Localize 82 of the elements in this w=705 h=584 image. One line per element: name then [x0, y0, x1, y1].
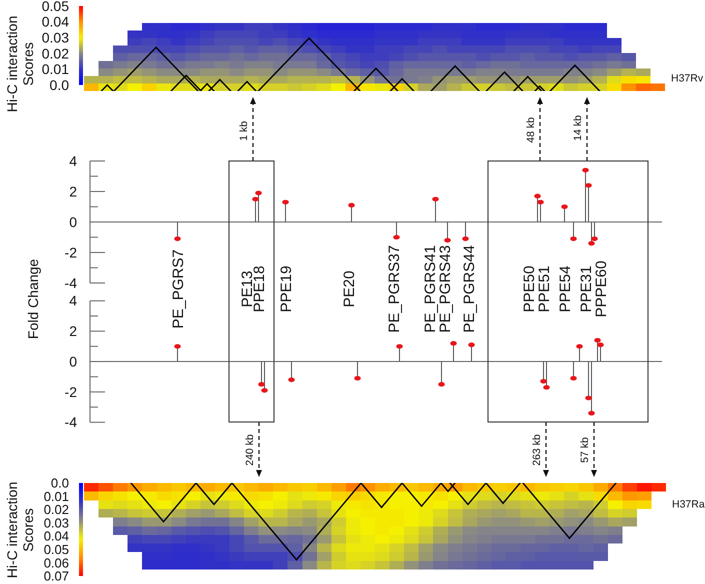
y-tick-label: 2 — [69, 183, 78, 200]
point — [258, 382, 265, 387]
color-bar-label: 0.05 — [44, 542, 69, 557]
point — [588, 241, 595, 246]
y-tick-label: 2 — [69, 323, 78, 340]
point — [540, 378, 547, 384]
y-tick-label: -4 — [64, 414, 78, 430]
point — [252, 196, 259, 202]
point — [570, 376, 577, 381]
point — [585, 396, 592, 400]
point — [393, 234, 400, 240]
point — [174, 344, 181, 349]
text: H37Ra — [672, 498, 705, 511]
color-bar-label: 0.02 — [42, 45, 70, 62]
color-bar-label: 0.0 — [50, 76, 70, 93]
color-bar-label: 0.04 — [42, 14, 70, 30]
y-tick-label: 0 — [69, 214, 78, 230]
x-tick-label: PE_PGRS44 — [460, 245, 478, 333]
point — [543, 385, 550, 390]
point — [348, 202, 355, 208]
color-bar-label: 0.03 — [44, 515, 69, 530]
x-tick-label: PPE51 — [536, 266, 553, 312]
point — [582, 168, 589, 172]
color-bar-label: 0.05 — [42, 0, 70, 14]
color-bar-label: 0.0 — [50, 476, 69, 491]
point — [597, 342, 604, 348]
color-bar-label: 0.07 — [44, 568, 69, 584]
color-bar-label: 0.04 — [44, 528, 69, 544]
point — [354, 376, 361, 381]
point — [570, 236, 577, 242]
point — [432, 196, 439, 202]
color-bar-title: Hi-C interaction Scores — [4, 482, 36, 578]
point — [585, 183, 592, 188]
text: 1 kb — [238, 120, 250, 141]
point — [591, 236, 598, 242]
point — [444, 238, 451, 243]
color-bar-label: 0.03 — [42, 30, 70, 46]
point — [534, 194, 541, 198]
x-tick-label: PE_PGRS37 — [386, 245, 403, 333]
y-tick-label: 4 — [69, 152, 78, 169]
point — [282, 200, 289, 204]
y-axis-title: Fold Change — [25, 258, 41, 340]
x-tick-label: PPE18 — [250, 266, 268, 312]
color-bar-label: 0.02 — [44, 502, 69, 518]
text: 240 kb — [244, 434, 256, 466]
x-tick-label: PPE31 — [578, 266, 595, 312]
point — [255, 190, 262, 196]
x-tick-label: PE20 — [340, 270, 358, 308]
y-tick-label: -4 — [64, 274, 78, 291]
point — [537, 200, 544, 204]
point — [588, 410, 595, 416]
x-tick-label: PPE50 — [520, 266, 538, 312]
color-bar-label: 0.01 — [42, 61, 70, 78]
point — [561, 204, 568, 210]
x-tick-label: PPPE60 — [592, 260, 610, 318]
text: 263 kb — [531, 434, 543, 466]
y-tick-label: 0 — [69, 353, 78, 370]
y-tick-label: -2 — [64, 384, 78, 400]
x-tick-label: PE_PGRS7 — [170, 249, 187, 329]
color-bar-title: Hi-C interaction Scores — [4, 16, 36, 112]
color-bar-label: 0.01 — [44, 488, 69, 504]
text: 14 kb — [572, 114, 584, 141]
color-bar-label: 0.06 — [44, 555, 69, 570]
point — [450, 341, 457, 346]
point — [594, 338, 601, 343]
point — [174, 236, 181, 242]
point — [396, 344, 403, 349]
text: 48 kb — [525, 116, 537, 143]
point — [288, 377, 295, 382]
x-tick-label: PPE54 — [556, 266, 574, 312]
x-tick-label: PPE19 — [278, 266, 295, 312]
point — [462, 236, 469, 242]
text: H37Rv — [671, 72, 704, 85]
point — [468, 342, 475, 348]
x-tick-label: PE_PGRS43 — [436, 245, 454, 333]
y-tick-label: -2 — [64, 244, 78, 260]
x-tick-label: PE_PGRS41 — [422, 245, 439, 333]
point — [438, 382, 445, 387]
text: 57 kb — [579, 436, 591, 463]
point — [576, 344, 583, 349]
point — [261, 388, 268, 393]
y-tick-label: 4 — [69, 292, 78, 309]
